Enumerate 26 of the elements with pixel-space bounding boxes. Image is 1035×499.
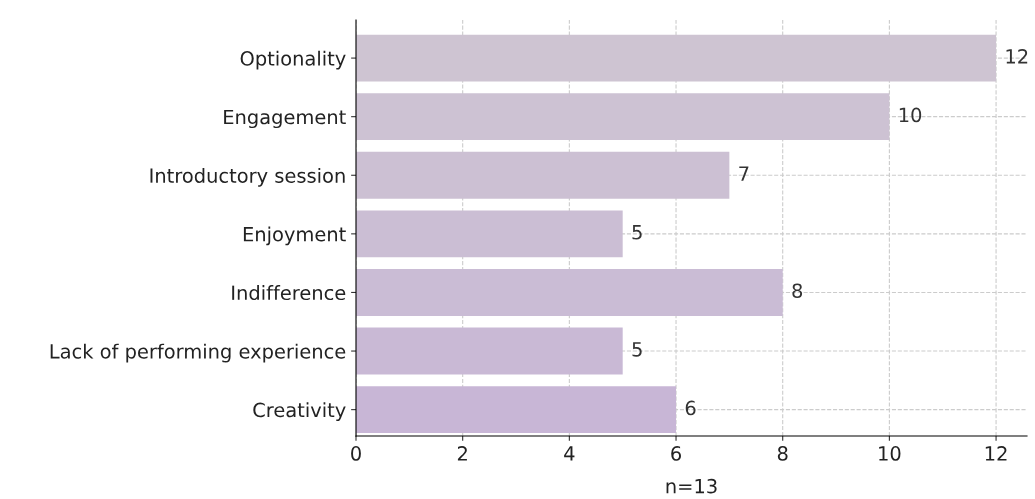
data-label: 10 [899,107,922,123]
y-tick-label: Indifference [232,285,346,301]
x-tick-label: 12 [985,446,1007,461]
data-label: 12 [1006,49,1028,64]
y-tick-label: Engagement [224,109,346,129]
x-tick-label: 8 [777,446,788,461]
x-axis-title: n=13 [666,478,717,494]
data-label: 5 [632,342,642,357]
x-tick-label: 6 [671,446,681,461]
x-tick-label: 4 [564,446,575,461]
x-tick-label: 10 [879,446,901,461]
data-label: 7 [739,166,749,181]
x-tick-label: 0 [351,446,361,461]
bar [356,327,623,375]
y-tick-label: Enjoyment [243,226,346,246]
bar [356,210,623,258]
bar [356,269,783,316]
data-label: 8 [792,283,803,299]
y-tick-label: Introductory session [150,167,345,187]
y-tick-label: Creativity [253,402,346,422]
y-tick-label: Optionality [240,50,346,70]
y-tick-label: Lack of performing experience [50,343,346,363]
bar [356,386,677,434]
x-tick-label: 2 [457,446,467,461]
data-label: 5 [632,225,642,240]
data-label: 6 [685,400,696,416]
